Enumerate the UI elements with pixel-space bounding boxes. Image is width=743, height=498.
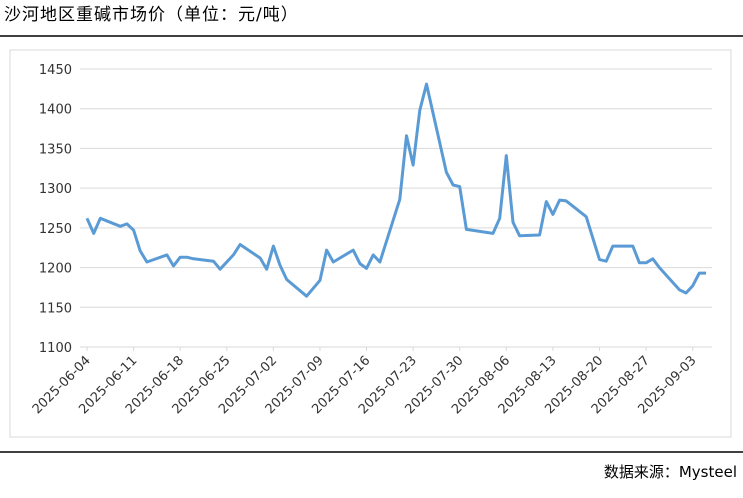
y-tick-label: 1200 [39, 262, 72, 277]
y-tick-label: 1350 [39, 142, 72, 157]
y-tick-label: 1400 [39, 103, 72, 118]
y-tick-label: 1250 [39, 222, 72, 237]
chart-title: 沙河地区重碱市场价（单位：元/吨） [4, 5, 299, 25]
y-tick-label: 1150 [39, 301, 72, 316]
y-tick-label: 1100 [39, 341, 72, 356]
chart-frame [9, 49, 732, 438]
source-note: 数据来源：Mysteel [604, 463, 737, 481]
y-tick-label: 1300 [39, 182, 72, 197]
data-line [85, 82, 706, 298]
y-tick-label: 1450 [39, 63, 72, 78]
